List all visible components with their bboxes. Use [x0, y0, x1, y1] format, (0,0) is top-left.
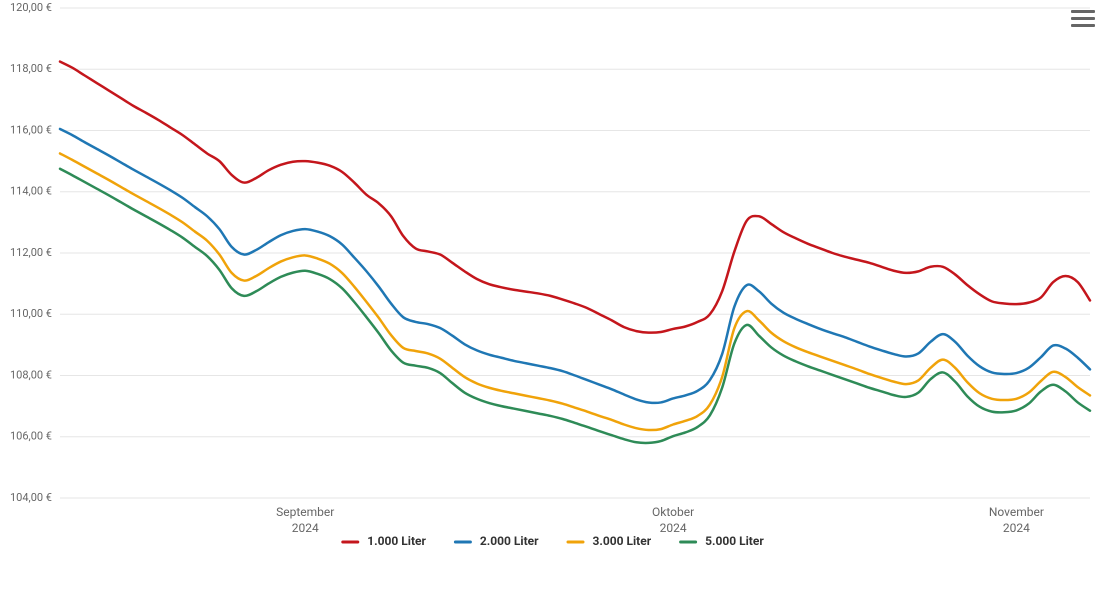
y-axis-tick-label: 120,00 € — [10, 1, 52, 14]
legend-item[interactable]: 3.000 Liter — [567, 534, 652, 548]
y-axis-tick-label: 112,00 € — [10, 246, 52, 259]
legend-label: 3.000 Liter — [593, 534, 652, 548]
chart-menu-icon[interactable] — [1071, 6, 1095, 30]
x-axis-tick-year: 2024 — [292, 521, 319, 535]
series-line — [60, 62, 1090, 333]
x-axis-tick-month: Oktober — [652, 505, 694, 519]
y-axis-tick-label: 118,00 € — [10, 62, 52, 75]
legend-item[interactable]: 2.000 Liter — [454, 534, 539, 548]
legend-swatch — [341, 541, 359, 544]
legend-item[interactable]: 1.000 Liter — [341, 534, 426, 548]
y-axis-tick-label: 116,00 € — [10, 123, 52, 136]
x-axis-tick-month: September — [276, 505, 334, 519]
legend-item[interactable]: 5.000 Liter — [679, 534, 764, 548]
y-axis-tick-label: 110,00 € — [10, 307, 52, 320]
legend-swatch — [567, 541, 585, 544]
series-line — [60, 153, 1090, 430]
y-axis-tick-label: 106,00 € — [10, 430, 52, 443]
y-axis-tick-label: 114,00 € — [10, 185, 52, 198]
legend-label: 5.000 Liter — [705, 534, 764, 548]
line-chart: 104,00 € 106,00 € 108,00 € 110,00 € 112,00 €… — [0, 0, 1105, 602]
series-line — [60, 169, 1090, 443]
legend-label: 2.000 Liter — [480, 534, 539, 548]
y-axis-tick-label: 108,00 € — [10, 368, 52, 381]
legend-swatch — [454, 541, 472, 544]
x-axis-tick-year: 2024 — [660, 521, 687, 535]
legend-swatch — [679, 541, 697, 544]
x-axis-tick-month: November — [989, 505, 1044, 519]
chart-container: 104,00 € 106,00 € 108,00 € 110,00 € 112,00 €… — [0, 0, 1105, 602]
legend-label: 1.000 Liter — [367, 534, 426, 548]
y-axis-tick-label: 104,00 € — [10, 491, 52, 504]
x-axis-tick-year: 2024 — [1003, 521, 1030, 535]
